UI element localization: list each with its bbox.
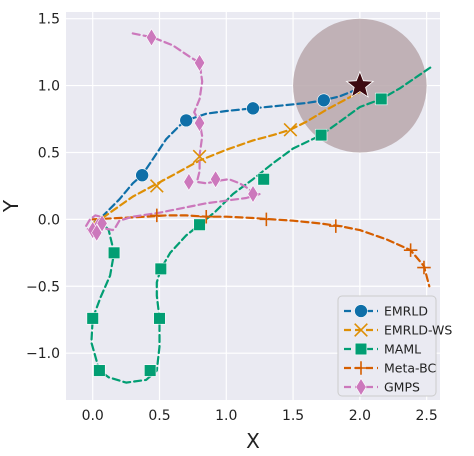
point-meta-bc — [259, 212, 274, 227]
point-maml — [93, 364, 106, 377]
y-tick-label: −0.5 — [26, 279, 60, 295]
y-tick-label: 0.5 — [38, 145, 60, 161]
x-tick-label: 1.5 — [282, 408, 304, 424]
goal-star — [345, 70, 375, 98]
point-gmps — [193, 113, 206, 133]
point-gmps — [96, 214, 108, 233]
point-emrld — [179, 113, 193, 128]
point-gmps — [193, 53, 206, 72]
point-emrld-ws — [149, 179, 164, 193]
x-tick-label: 0.5 — [148, 408, 170, 424]
y-tick-labels: −1.0 −0.5 0.0 0.5 1.0 1.5 — [26, 12, 60, 362]
point-gmps — [210, 170, 222, 189]
point-emrld — [135, 168, 149, 183]
point-maml — [193, 218, 206, 231]
x-tick-label: 2.5 — [416, 408, 438, 424]
x-tick-label: 1.0 — [215, 408, 237, 424]
goal-star-marker — [345, 70, 375, 98]
point-gmps — [145, 28, 158, 47]
legend-label-gmps: GMPS — [384, 380, 420, 395]
legend-label-emrld-ws: EMRLD-WS — [384, 323, 452, 338]
point-emrld — [317, 93, 331, 108]
x-tick-label: 0.0 — [82, 408, 104, 424]
point-maml — [375, 92, 388, 106]
series-line-emrld-ws — [91, 87, 368, 225]
x-tick-labels: 0.0 0.5 1.0 1.5 2.0 2.5 — [82, 408, 438, 424]
y-tick-label: 0.0 — [38, 212, 60, 228]
point-gmps — [247, 184, 259, 204]
point-meta-bc — [199, 209, 213, 224]
point-meta-bc — [417, 260, 431, 275]
series-markers — [86, 28, 431, 377]
point-maml — [314, 128, 328, 142]
x-axis-label: X — [246, 429, 260, 453]
point-maml — [107, 246, 121, 259]
point-meta-bc — [403, 243, 418, 257]
y-tick-label: 1.0 — [38, 79, 60, 95]
point-maml — [86, 312, 99, 325]
legend-marker-maml — [354, 342, 368, 356]
legend-marker-emrld — [354, 304, 368, 318]
point-maml — [257, 173, 270, 186]
point-gmps — [183, 172, 195, 192]
point-meta-bc — [150, 208, 164, 223]
y-tick-label: 1.5 — [38, 12, 60, 28]
point-maml — [154, 262, 167, 276]
legend-label-meta-bc: Meta-BC — [384, 361, 436, 376]
y-axis-label: Y — [0, 199, 23, 213]
point-emrld-ws — [192, 149, 207, 164]
legend-label-emrld: EMRLD — [384, 304, 428, 319]
point-gmps — [91, 223, 103, 242]
y-tick-label: −1.0 — [26, 346, 60, 362]
point-maml — [144, 364, 157, 377]
point-maml — [153, 312, 166, 325]
legend-box — [337, 295, 437, 397]
legend-marker-gmps — [355, 377, 367, 397]
point-meta-bc — [329, 219, 343, 233]
legend-marker-emrld-ws — [354, 323, 368, 337]
point-emrld — [246, 101, 260, 116]
legend-marker-meta-bc — [354, 361, 368, 375]
legend-label-maml: MAML — [384, 342, 421, 357]
point-emrld-ws — [283, 122, 298, 137]
x-tick-label: 2.0 — [349, 408, 371, 424]
legend: EMRLD EMRLD-WS MAML Meta-BC GMPS — [337, 295, 452, 397]
